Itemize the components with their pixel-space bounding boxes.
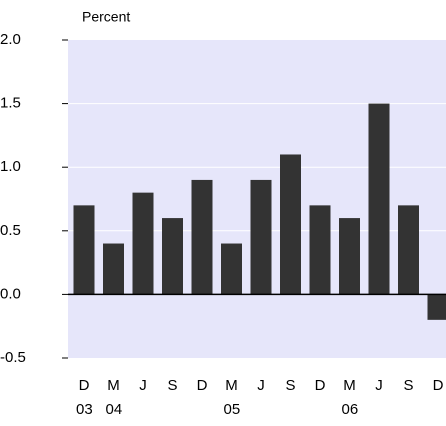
y-tick-label: 1.5: [0, 95, 21, 112]
year-label: 03: [76, 401, 93, 418]
year-label: 05: [224, 401, 241, 418]
x-tick-label: D: [197, 377, 208, 394]
year-label: 04: [106, 401, 123, 418]
bar: [191, 179, 213, 295]
bar: [73, 205, 95, 295]
x-tick-label: D: [433, 377, 444, 394]
x-tick-label: S: [167, 377, 177, 394]
x-tick-label: J: [257, 377, 265, 394]
bar: [309, 205, 331, 295]
x-tick-label: S: [285, 377, 295, 394]
bar: [103, 243, 124, 295]
bar: [250, 179, 272, 295]
x-tick-label: M: [225, 377, 238, 394]
y-tick-label: 0.0: [0, 285, 21, 302]
y-tick-label: -0.5: [0, 349, 26, 366]
bar: [132, 192, 154, 295]
y-tick-label: 2.0: [0, 31, 21, 48]
x-tick-label: D: [79, 377, 90, 394]
bar: [221, 243, 242, 295]
bar: [368, 103, 390, 295]
bar: [339, 218, 360, 295]
x-tick-label: J: [375, 377, 383, 394]
bar: [427, 294, 446, 320]
x-tick-label: S: [403, 377, 413, 394]
x-tick-label: M: [107, 377, 120, 394]
x-tick-label: M: [343, 377, 356, 394]
year-label: 06: [342, 401, 359, 418]
y-tick-label: 0.5: [0, 222, 21, 239]
x-tick-label: D: [315, 377, 326, 394]
y-axis-label: Percent: [82, 9, 130, 25]
bar: [162, 218, 183, 295]
bar: [398, 205, 419, 295]
bar: [280, 154, 301, 295]
y-tick-label: 1.0: [0, 158, 21, 175]
x-tick-label: J: [139, 377, 147, 394]
